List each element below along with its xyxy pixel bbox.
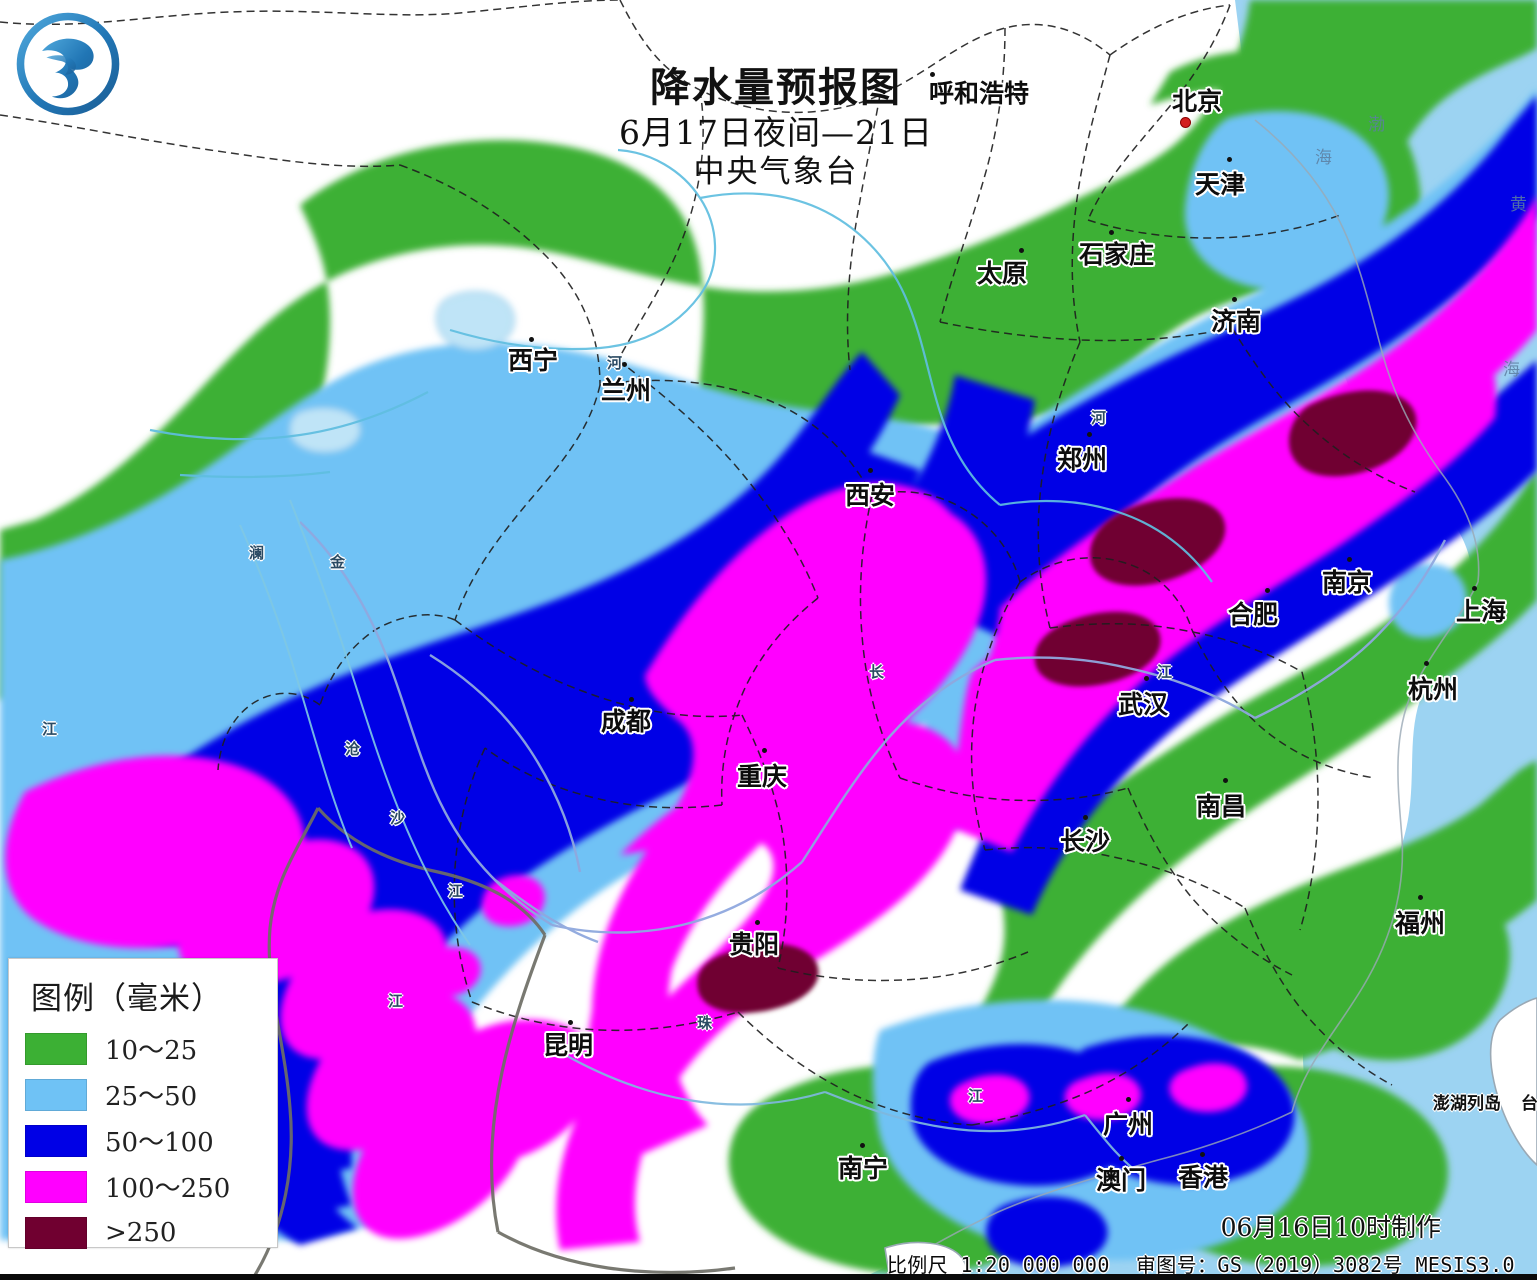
legend-row: >250 xyxy=(25,1212,277,1253)
legend-label: 50～100 xyxy=(105,1128,214,1158)
legend-swatch xyxy=(25,1124,87,1157)
legend-label: >250 xyxy=(105,1217,177,1248)
legend-swatch xyxy=(25,1078,87,1111)
bottom-strip xyxy=(0,1274,1537,1280)
river-network xyxy=(149,148,1213,583)
legend-label: 25～50 xyxy=(105,1082,198,1112)
legend-title: 图例（毫米） xyxy=(31,981,223,1017)
legend-row: 25～50 xyxy=(25,1074,277,1115)
yangtze-river xyxy=(299,521,1447,944)
national-boundary xyxy=(253,806,736,1276)
legend-label: 100～250 xyxy=(105,1174,231,1204)
legend-swatch xyxy=(25,1216,87,1249)
legend-row: 50～100 xyxy=(25,1120,277,1161)
approval-number: 审图号：GS（2019）3082号 MESIS3.0 xyxy=(1135,1252,1515,1277)
scale-text: 比例尺 1:20 000 000 xyxy=(886,1252,1110,1277)
legend-label: 10～25 xyxy=(105,1036,198,1066)
legend-row: 10～25 xyxy=(25,1028,277,1069)
legend-swatch xyxy=(25,1032,87,1065)
lancang-river xyxy=(239,499,471,946)
legend-panel: 图例（毫米） 10～25 25～50 50～100 100～250 >250 xyxy=(8,958,278,1249)
made-at-timestamp: 06月16日10时制作 xyxy=(1220,1213,1441,1242)
legend-swatch xyxy=(25,1170,87,1203)
precip-band-over-250 xyxy=(697,390,1417,1014)
pearl-river xyxy=(559,1051,1146,1179)
footer-bar: 比例尺 1:20 000 000 审图号：GS（2019）3082号 MESIS3… xyxy=(0,1246,1537,1280)
legend-rows: 10～25 25～50 50～100 100～250 >250 xyxy=(25,1028,277,1253)
cma-logo xyxy=(16,12,120,116)
taiwan-island xyxy=(1489,997,1537,1167)
footer-line: 比例尺 1:20 000 000 审图号：GS（2019）3082号 MESIS3… xyxy=(887,1249,1515,1278)
legend-row: 100～250 xyxy=(25,1166,277,1207)
